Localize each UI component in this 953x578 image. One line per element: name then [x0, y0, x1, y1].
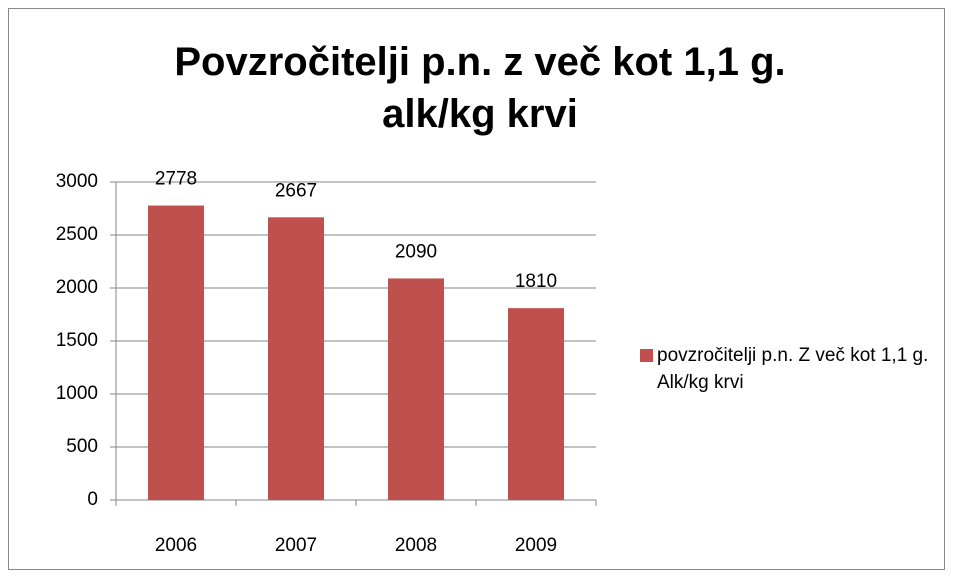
y-tick-label: 2000	[56, 277, 98, 298]
bar	[508, 308, 564, 500]
chart-title: Povzročitelji p.n. z več kot 1,1 g. alk/…	[174, 40, 786, 136]
y-tick-label: 1000	[56, 383, 98, 404]
legend: povzročitelji p.n. Z več kot 1,1 g. Alk/…	[640, 342, 947, 396]
x-tick-label: 2009	[515, 535, 557, 556]
y-tick-label: 1500	[56, 330, 98, 351]
data-label: 2778	[155, 169, 197, 190]
chart-border	[8, 8, 945, 570]
bar	[148, 205, 204, 501]
y-tick-label: 0	[87, 489, 98, 510]
x-tick-label: 2006	[155, 535, 197, 556]
y-tick-label: 3000	[56, 171, 98, 192]
bar	[268, 217, 324, 500]
x-tick-label: 2008	[395, 535, 437, 556]
legend-label: povzročitelji p.n. Z več kot 1,1 g. Alk/…	[657, 345, 929, 393]
data-label: 2667	[275, 180, 317, 201]
bar	[388, 278, 444, 500]
data-label: 1810	[515, 271, 557, 292]
y-tick-label: 2500	[56, 224, 98, 245]
y-tick-label: 500	[66, 436, 98, 457]
legend-swatch	[640, 349, 653, 362]
data-label: 2090	[395, 241, 437, 262]
x-tick-label: 2007	[275, 535, 317, 556]
